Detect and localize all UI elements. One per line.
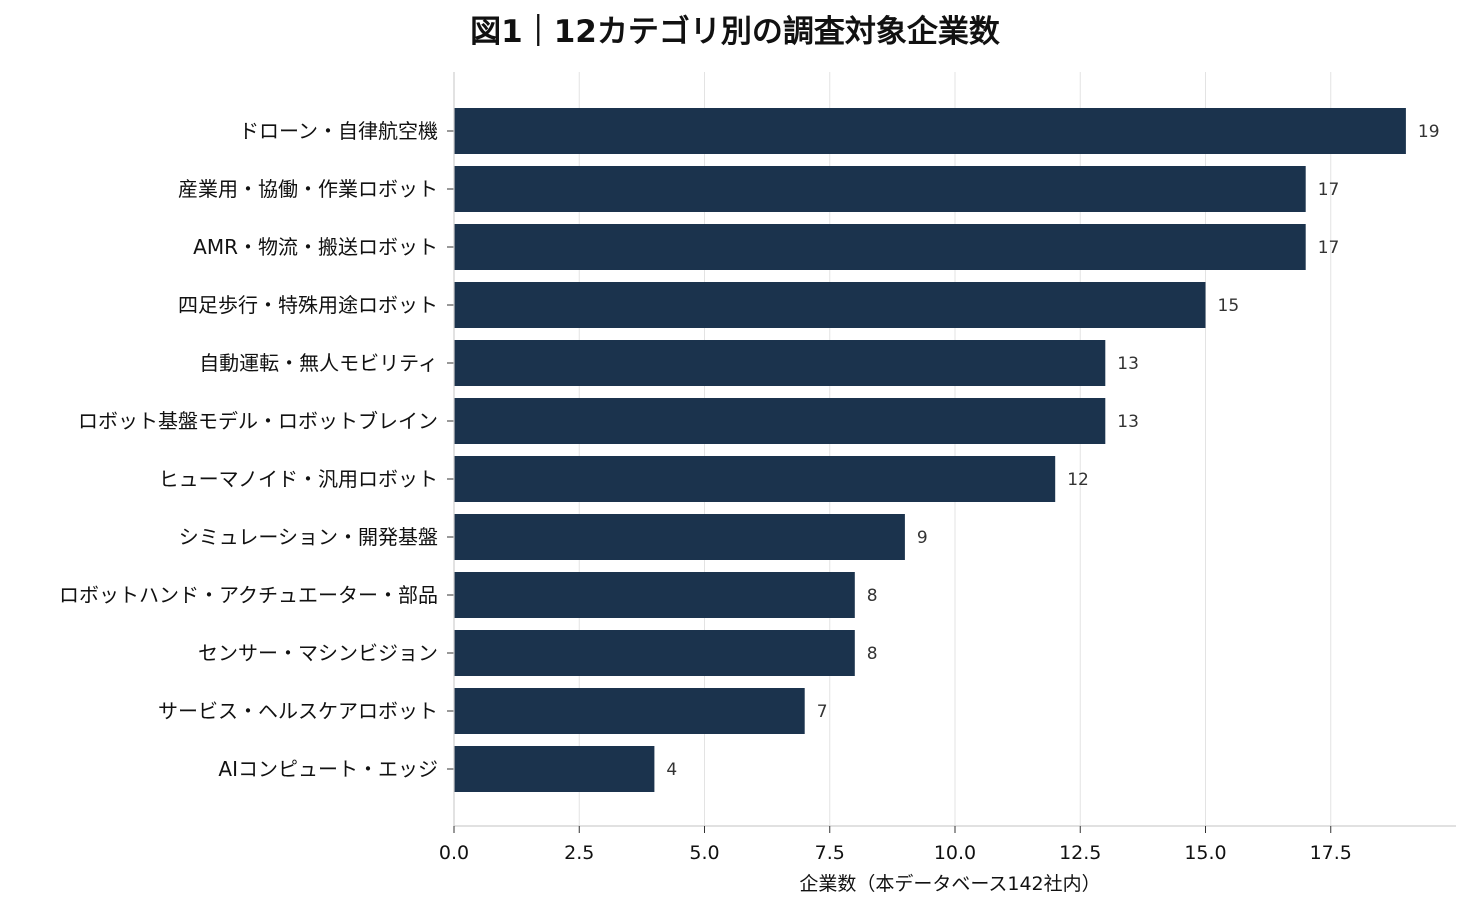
bar-value-label: 13 (1117, 354, 1139, 374)
bar-value-label: 9 (917, 528, 928, 548)
bar-value-label: 13 (1117, 412, 1139, 432)
bar-value-label: 8 (867, 586, 878, 606)
category-label: AIコンピュート・エッジ (218, 757, 438, 781)
bar-value-label: 8 (867, 644, 878, 664)
bar (454, 746, 655, 792)
category-label: AMR・物流・搬送ロボット (193, 235, 438, 259)
category-label: 自動運転・無人モビリティ (199, 351, 438, 375)
category-label: 四足歩行・特殊用途ロボット (178, 293, 438, 317)
bar-value-label: 17 (1318, 180, 1340, 200)
chart-title: 図1｜12カテゴリ別の調査対象企業数 (470, 14, 1000, 50)
bar-value-label: 7 (817, 702, 828, 722)
bar (454, 572, 855, 618)
category-label: ロボット基盤モデル・ロボットブレイン (78, 409, 438, 433)
x-tick-label: 10.0 (934, 842, 976, 864)
bar-value-label: 19 (1418, 122, 1440, 142)
x-tick-label: 15.0 (1184, 842, 1226, 864)
x-tick-label: 5.0 (689, 842, 719, 864)
bar (454, 166, 1306, 212)
category-label: センサー・マシンビジョン (198, 641, 438, 665)
bar (454, 224, 1306, 270)
x-tick-label: 12.5 (1059, 842, 1101, 864)
bar (454, 282, 1206, 328)
category-label: ヒューマノイド・汎用ロボット (159, 467, 438, 491)
bar (454, 514, 905, 560)
bar-value-label: 12 (1067, 470, 1089, 490)
x-tick-label: 0.0 (439, 842, 469, 864)
category-label: サービス・ヘルスケアロボット (158, 699, 438, 723)
bar (454, 688, 805, 734)
bar-value-label: 4 (666, 760, 677, 780)
bar-value-label: 15 (1218, 296, 1240, 316)
bars: 19 17 17 15 13 13 12 9 8 8 7 4 (454, 108, 1440, 792)
x-tick-label: 17.5 (1310, 842, 1352, 864)
bar (454, 340, 1106, 386)
x-tick-label: 7.5 (815, 842, 845, 864)
category-label: ロボットハンド・アクチュエーター・部品 (59, 583, 438, 607)
x-tick-label: 2.5 (564, 842, 594, 864)
category-label: ドローン・自律航空機 (239, 119, 438, 143)
bar-value-label: 17 (1318, 238, 1340, 258)
category-label: 産業用・協働・作業ロボット (178, 177, 438, 201)
bar (454, 398, 1106, 444)
bar (454, 456, 1056, 502)
category-label: シミュレーション・開発基盤 (179, 525, 438, 549)
x-axis-title: 企業数（本データベース142社内） (799, 873, 1100, 895)
bar (454, 108, 1406, 154)
bar (454, 630, 855, 676)
